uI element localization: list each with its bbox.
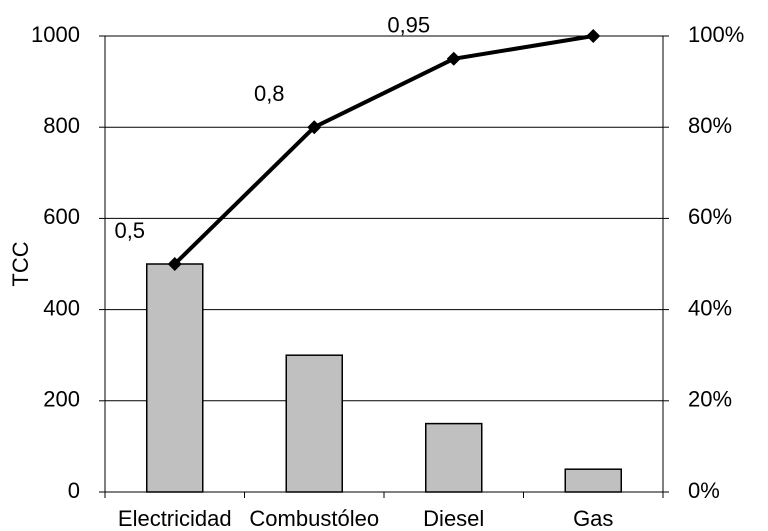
x-tick-label: Diesel bbox=[423, 506, 484, 531]
y2-tick-label: 0% bbox=[688, 478, 720, 503]
data-label: 0,5 bbox=[114, 218, 145, 243]
y2-tick-label: 80% bbox=[688, 113, 732, 138]
y2-tick-label: 40% bbox=[688, 295, 732, 320]
line-marker bbox=[586, 29, 601, 43]
y-tick-label: 400 bbox=[43, 295, 80, 320]
y-tick-label: 800 bbox=[43, 113, 80, 138]
line-marker bbox=[167, 257, 182, 271]
y-tick-label: 200 bbox=[43, 387, 80, 412]
y-tick-label: 0 bbox=[68, 478, 80, 503]
bar bbox=[285, 354, 343, 493]
line-marker bbox=[307, 120, 322, 135]
data-label: 0,8 bbox=[254, 81, 285, 106]
pareto-line bbox=[173, 34, 594, 266]
bar bbox=[425, 422, 483, 493]
y2-tick-label: 100% bbox=[688, 22, 744, 47]
line-marker bbox=[446, 51, 461, 66]
bar bbox=[146, 263, 204, 493]
x-tick-label: Gas bbox=[573, 506, 613, 531]
y-axis-label: TCC bbox=[8, 241, 33, 286]
x-tick-label: Electricidad bbox=[118, 506, 232, 531]
y-tick-label: 600 bbox=[43, 204, 80, 229]
data-label: 0,95 bbox=[387, 13, 430, 38]
x-tick-label: Combustóleo bbox=[249, 506, 379, 531]
y-tick-label: 1000 bbox=[31, 22, 80, 47]
bar bbox=[564, 468, 622, 493]
y2-tick-label: 20% bbox=[688, 387, 732, 412]
y2-tick-label: 60% bbox=[688, 204, 732, 229]
